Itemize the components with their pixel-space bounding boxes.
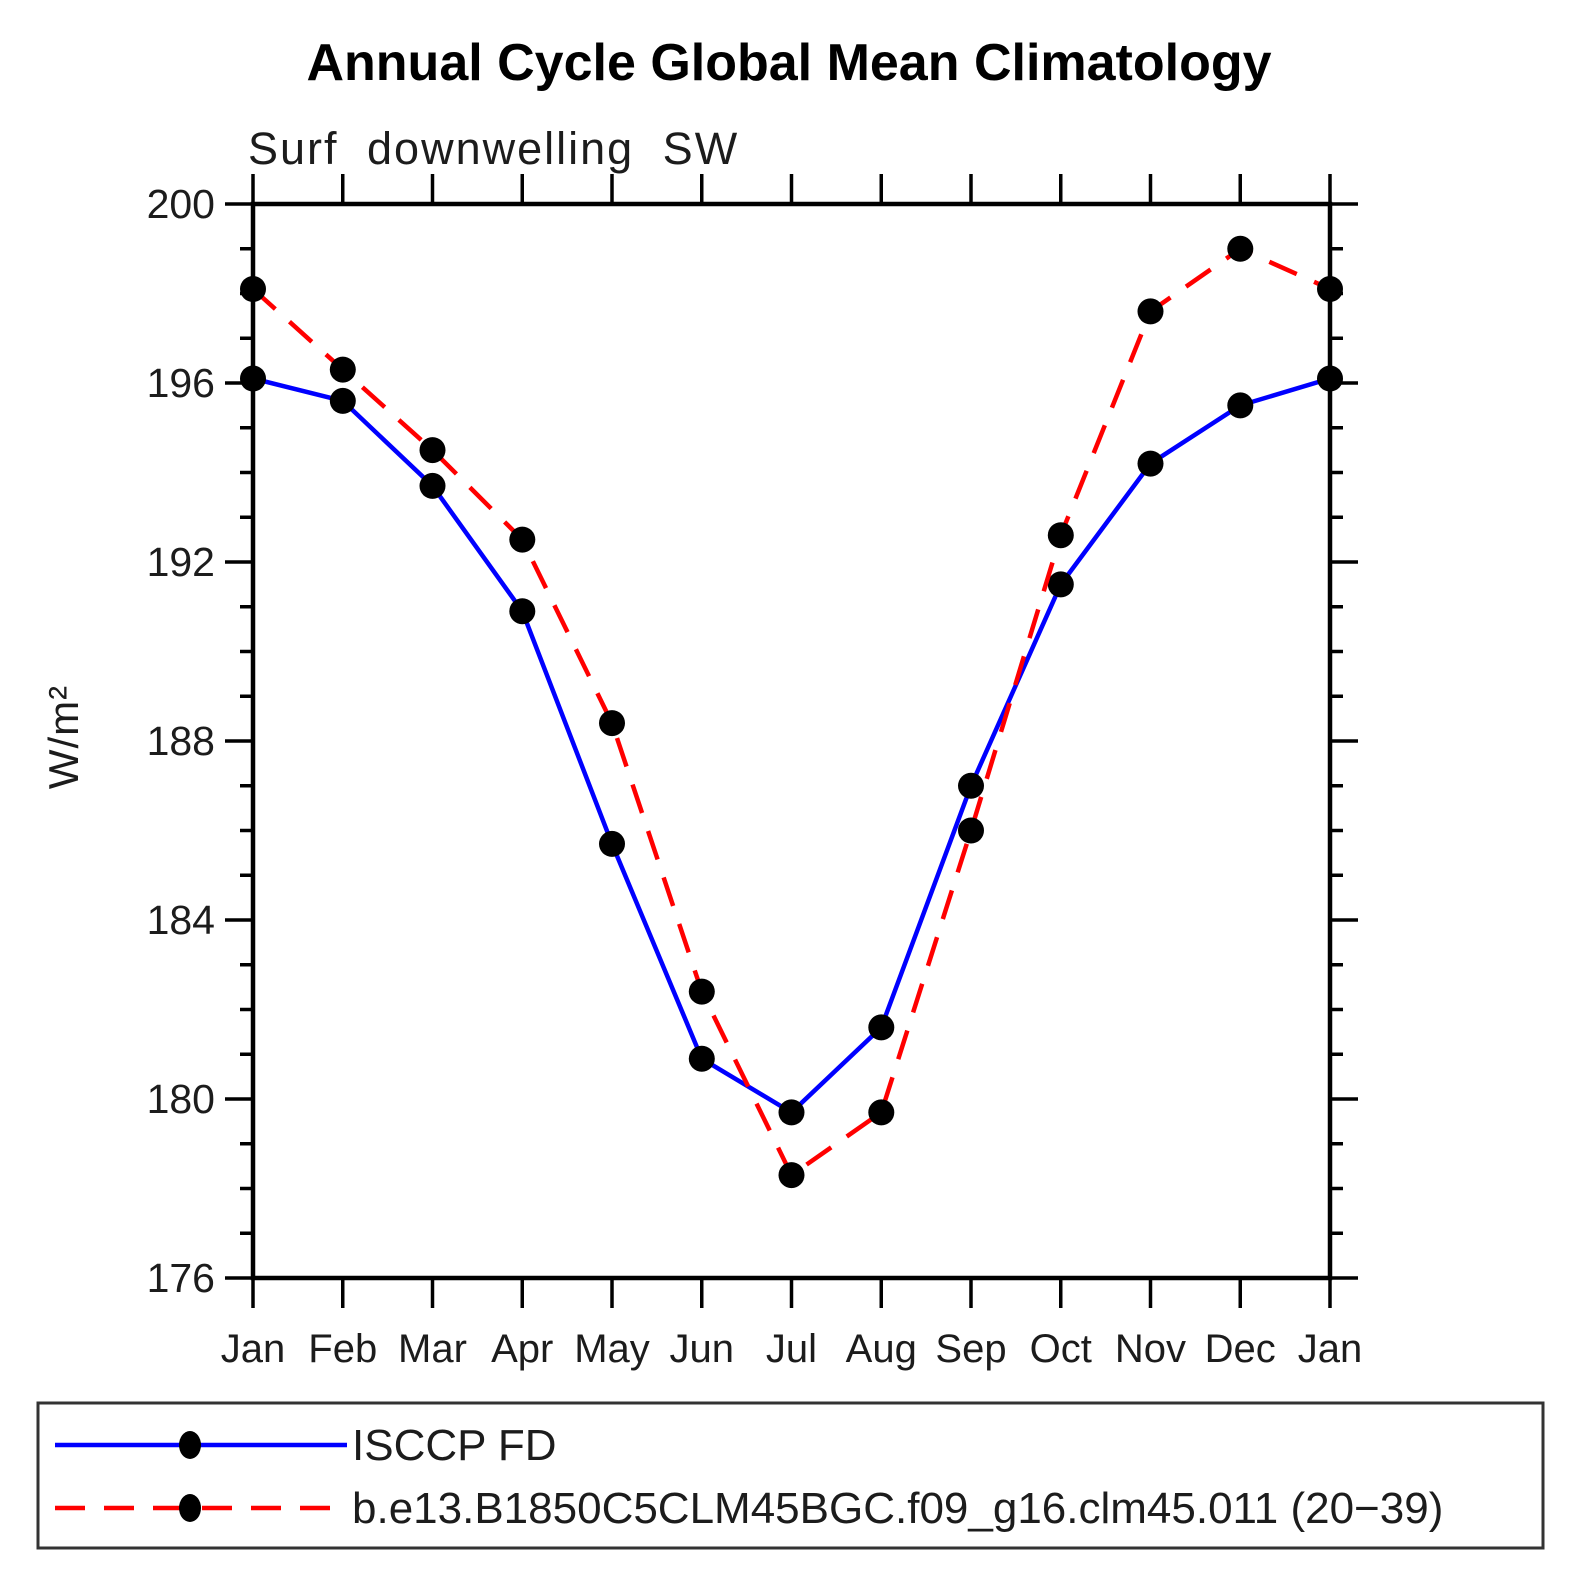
data-point-marker — [329, 356, 356, 383]
data-point-marker — [958, 772, 984, 799]
x-tick-label: Jun — [670, 1327, 735, 1371]
data-point-marker — [1047, 522, 1074, 549]
y-tick-label: 196 — [147, 360, 215, 406]
data-point-marker — [1047, 571, 1074, 598]
x-tick-label: Jan — [221, 1327, 286, 1371]
legend-label: ISCCP FD — [352, 1421, 557, 1470]
data-point-marker — [1317, 365, 1343, 392]
chart-subtitle: Surf downwelling SW — [248, 123, 739, 174]
x-tick-label: Jan — [1298, 1327, 1363, 1371]
y-tick-label: 200 — [147, 181, 215, 227]
x-tick-label: Oct — [1030, 1327, 1092, 1371]
x-tick-label: Feb — [308, 1327, 377, 1371]
data-point-marker — [240, 365, 266, 392]
series-line-1 — [251, 246, 1331, 1179]
data-point-marker — [688, 1045, 715, 1072]
y-axis-title: W/m² — [40, 685, 87, 789]
data-series — [240, 235, 1343, 1189]
y-tick-label: 176 — [147, 1255, 215, 1301]
x-tick-label: May — [574, 1327, 650, 1371]
series-line-0 — [252, 376, 1331, 1116]
x-tick-label: Sep — [935, 1327, 1006, 1371]
data-point-marker — [868, 1099, 895, 1126]
y-tick-label: 184 — [147, 897, 215, 943]
legend-marker — [179, 1494, 201, 1522]
y-tick-label: 188 — [147, 718, 215, 764]
data-point-marker — [329, 387, 356, 414]
y-tick-label: 180 — [147, 1076, 215, 1122]
data-point-marker — [688, 978, 715, 1005]
x-tick-label: Nov — [1115, 1327, 1186, 1371]
chart-title: Annual Cycle Global Mean Climatology — [306, 34, 1271, 92]
data-point-marker — [778, 1162, 805, 1189]
data-point-marker — [1227, 392, 1254, 419]
legend-label: b.e13.B1850C5CLM45BGC.f09_g16.clm45.011 … — [352, 1484, 1443, 1533]
data-point-marker — [599, 830, 625, 857]
x-tick-label: Apr — [491, 1327, 553, 1371]
legend-marker — [179, 1431, 201, 1459]
data-point-marker — [509, 598, 536, 625]
data-point-marker — [599, 710, 625, 737]
data-point-marker — [868, 1014, 895, 1041]
data-point-marker — [240, 276, 266, 302]
data-point-marker — [419, 472, 446, 499]
y-tick-label: 192 — [147, 539, 215, 585]
data-point-marker — [1137, 450, 1164, 477]
data-point-marker — [1317, 276, 1343, 302]
x-tick-label: Jul — [766, 1327, 817, 1371]
data-point-marker — [1227, 235, 1254, 262]
data-point-marker — [419, 437, 446, 464]
data-point-marker — [778, 1099, 805, 1126]
data-point-marker — [958, 817, 984, 844]
x-tick-label: Dec — [1205, 1327, 1276, 1371]
x-tick-label: Aug — [846, 1327, 917, 1371]
x-tick-label: Mar — [398, 1327, 467, 1371]
data-point-marker — [1137, 298, 1164, 325]
legend-box — [36, 1401, 1545, 1550]
legend: ISCCP FD b.e13.B1850C5CLM45BGC.f09_g16.cl… — [36, 1401, 1545, 1550]
axes: 176 180 184 188 192 196 200 Jan Feb Mar Apr May Jun J… — [147, 174, 1363, 1371]
data-point-marker — [509, 526, 536, 553]
